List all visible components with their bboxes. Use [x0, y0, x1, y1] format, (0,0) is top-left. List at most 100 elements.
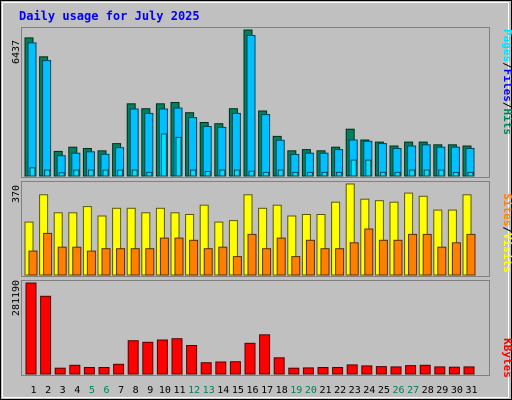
- pages-bar-day-4: [73, 169, 80, 177]
- legend-sites: Sites: [501, 193, 512, 226]
- pages-bar-day-8: [131, 169, 138, 177]
- kbytes-bars: [25, 282, 475, 375]
- kbytes-bar-day-15: [229, 361, 241, 375]
- pages-bar-day-18: [277, 169, 284, 177]
- panel-kbytes-frame: [21, 280, 490, 376]
- sites-bar-day-1: [28, 250, 38, 276]
- kbytes-bar-day-17: [259, 334, 271, 375]
- kbytes-bar-day-5: [83, 367, 95, 375]
- sites-bar-day-24: [364, 228, 374, 276]
- kbytes-bar-day-4: [69, 364, 81, 375]
- pages-bar-day-29: [438, 169, 445, 177]
- kbytes-bar-day-10: [156, 339, 168, 375]
- pages-bar-day-17: [263, 171, 270, 177]
- day-label-14: 14: [217, 385, 229, 396]
- kbytes-bar-day-26: [390, 366, 402, 375]
- sites-bar-day-5: [86, 250, 96, 276]
- day-label-6: 6: [103, 385, 109, 396]
- day-label-24: 24: [363, 385, 375, 396]
- pages-bar-day-1: [29, 167, 36, 177]
- kbytes-bar-day-27: [405, 365, 417, 375]
- pages-bar-day-10: [160, 133, 167, 177]
- files-bar-day-12: [188, 117, 198, 177]
- hits-max-label: 6437: [11, 40, 22, 64]
- day-label-8: 8: [133, 385, 139, 396]
- kbytes-max-label: 281190: [11, 280, 22, 316]
- day-label-3: 3: [60, 385, 66, 396]
- pages-bar-day-15: [233, 169, 240, 177]
- sites-bar-day-30: [451, 242, 461, 276]
- sites-bar-day-10: [159, 237, 169, 276]
- legend-sep: /: [501, 62, 512, 69]
- chart-title: Daily usage for July 2025: [19, 9, 200, 23]
- kbytes-bar-day-30: [448, 366, 460, 375]
- sites-bar-day-26: [393, 239, 403, 276]
- sites-bar-day-22: [335, 248, 345, 276]
- sites-bar-day-7: [116, 248, 126, 276]
- day-label-26: 26: [392, 385, 404, 396]
- files-bar-day-26: [392, 148, 402, 177]
- pages-bar-day-28: [423, 169, 430, 177]
- kbytes-bar-day-29: [434, 366, 446, 375]
- kbytes-bar-day-18: [273, 357, 285, 375]
- sites-bar-day-31: [466, 233, 476, 276]
- kbytes-bar-day-23: [346, 364, 358, 375]
- pages-bar-day-13: [204, 171, 211, 177]
- pages-bar-day-2: [44, 169, 51, 177]
- pages-bar-day-5: [87, 169, 94, 177]
- visits-max-label: 370: [11, 185, 22, 203]
- files-bar-day-9: [144, 112, 154, 177]
- legend-sep: /: [501, 102, 512, 109]
- pages-bar-day-31: [467, 171, 474, 177]
- day-label-23: 23: [349, 385, 361, 396]
- files-bar-day-1: [27, 42, 37, 177]
- day-label-9: 9: [147, 385, 153, 396]
- sites-bar-day-12: [189, 239, 199, 276]
- day-label-5: 5: [89, 385, 95, 396]
- visits-legend: Sites/Visits: [501, 193, 512, 273]
- day-label-29: 29: [436, 385, 448, 396]
- kbytes-bar-day-12: [186, 345, 198, 375]
- sites-bar-day-4: [72, 246, 82, 276]
- files-bar-day-13: [202, 126, 212, 177]
- kbytes-bar-day-24: [361, 365, 373, 375]
- files-bar-day-16: [246, 35, 256, 177]
- kbytes-bar-day-20: [302, 367, 314, 375]
- kbytes-bar-day-1: [25, 282, 37, 375]
- day-label-18: 18: [276, 385, 288, 396]
- sites-bar-day-2: [43, 232, 53, 276]
- day-label-30: 30: [451, 385, 463, 396]
- files-bar-day-17: [261, 114, 271, 177]
- legend-pages: Pages: [501, 29, 512, 62]
- kbytes-bar-day-16: [244, 342, 256, 375]
- kbytes-bar-day-6: [98, 367, 110, 375]
- pages-bar-day-7: [117, 169, 124, 177]
- sites-bar-day-21: [320, 248, 330, 276]
- visits-sites-bars: [24, 183, 476, 276]
- pages-bar-day-19: [292, 171, 299, 177]
- legend-visits: Visits: [501, 233, 512, 273]
- day-label-15: 15: [232, 385, 244, 396]
- pages-bar-day-6: [102, 169, 109, 177]
- sites-bar-day-13: [203, 248, 213, 276]
- sites-bar-day-14: [218, 246, 228, 276]
- kbytes-bar-day-11: [171, 338, 183, 375]
- files-bar-day-31: [465, 148, 475, 177]
- day-label-1: 1: [30, 385, 36, 396]
- sites-bar-day-28: [422, 233, 432, 276]
- sites-bar-day-15: [232, 256, 242, 276]
- sites-bar-day-29: [437, 246, 447, 276]
- day-label-21: 21: [319, 385, 331, 396]
- pages-bar-day-23: [350, 159, 357, 177]
- pages-bar-day-11: [175, 136, 182, 177]
- pages-bar-day-14: [219, 169, 226, 177]
- sites-bar-day-23: [349, 242, 359, 276]
- pages-bar-day-26: [394, 171, 401, 177]
- sites-bar-day-16: [247, 233, 257, 276]
- day-label-13: 13: [203, 385, 215, 396]
- sites-bar-day-8: [130, 248, 140, 276]
- kbytes-bar-day-14: [215, 361, 227, 375]
- files-bar-day-8: [129, 108, 139, 177]
- kbytes-bar-day-2: [40, 295, 52, 375]
